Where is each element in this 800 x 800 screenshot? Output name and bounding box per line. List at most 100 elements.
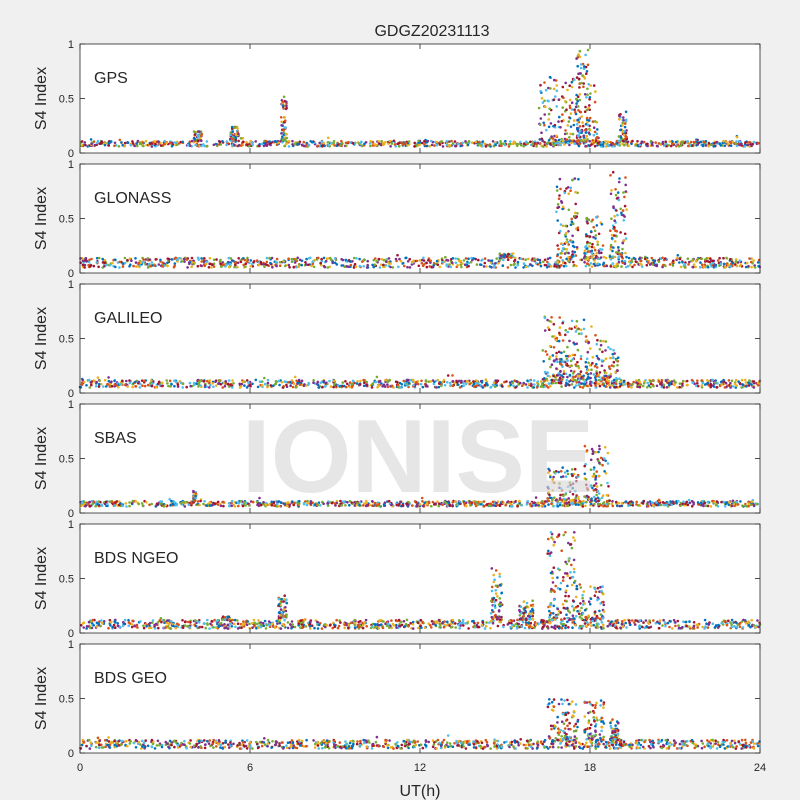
data-point	[638, 256, 642, 260]
data-point	[660, 378, 664, 382]
data-point	[621, 247, 624, 251]
data-point	[585, 108, 589, 112]
data-point	[249, 264, 253, 268]
data-point	[651, 501, 654, 504]
data-point	[559, 126, 562, 129]
data-point	[522, 142, 526, 145]
data-point	[589, 458, 593, 462]
data-point	[138, 386, 142, 389]
data-point	[564, 333, 567, 337]
data-point	[622, 119, 625, 122]
data-point	[287, 257, 290, 261]
data-point	[412, 378, 415, 382]
data-point	[245, 141, 248, 144]
data-point	[131, 142, 135, 145]
data-point	[182, 500, 186, 504]
data-point	[599, 456, 603, 460]
data-point	[586, 240, 589, 244]
data-point	[591, 361, 594, 365]
data-point	[186, 266, 189, 269]
data-point	[108, 263, 112, 267]
data-point	[438, 143, 442, 146]
data-point	[548, 107, 551, 110]
data-point	[453, 140, 457, 143]
data-point	[571, 486, 574, 490]
data-point	[591, 450, 595, 453]
data-point	[613, 214, 616, 218]
data-point	[590, 497, 593, 501]
data-point	[750, 265, 753, 269]
data-point	[556, 360, 559, 364]
data-point	[557, 339, 561, 343]
data-point	[585, 70, 589, 73]
data-point	[154, 142, 157, 146]
data-point	[451, 501, 455, 504]
data-point	[554, 381, 558, 385]
data-point	[460, 379, 463, 383]
data-point	[625, 255, 628, 259]
data-point	[557, 470, 560, 474]
data-point	[298, 499, 301, 503]
data-point	[624, 237, 628, 240]
data-point	[464, 382, 468, 386]
data-point	[723, 505, 727, 508]
data-point	[435, 140, 439, 144]
data-point	[575, 215, 579, 218]
data-point	[274, 382, 278, 386]
data-point	[543, 370, 547, 374]
data-point	[270, 503, 274, 507]
data-point	[409, 378, 412, 382]
data-point	[125, 379, 128, 383]
data-point	[559, 256, 562, 259]
data-point	[211, 382, 215, 385]
data-point	[540, 131, 543, 134]
data-point	[655, 501, 658, 504]
data-point	[572, 222, 575, 226]
data-point	[589, 468, 593, 472]
data-point	[263, 376, 266, 380]
data-point	[600, 223, 604, 226]
data-point	[110, 385, 114, 388]
data-point	[552, 475, 555, 479]
data-point	[350, 382, 354, 386]
data-point	[552, 98, 556, 101]
data-point	[547, 491, 550, 494]
data-point	[616, 264, 619, 268]
data-point	[382, 503, 386, 507]
data-point	[230, 125, 234, 129]
data-point	[572, 123, 576, 127]
data-point	[532, 258, 536, 262]
data-point	[313, 258, 316, 262]
data-point	[451, 374, 454, 377]
data-point	[215, 258, 218, 261]
data-point	[205, 260, 209, 263]
data-point	[288, 503, 292, 507]
data-point	[594, 90, 597, 93]
data-point	[699, 501, 703, 505]
data-point	[244, 262, 248, 266]
data-point	[596, 243, 599, 246]
data-point	[259, 260, 263, 264]
panel-label: GLONASS	[94, 190, 171, 207]
data-point	[599, 339, 602, 343]
data-point	[594, 216, 598, 219]
data-point	[105, 500, 108, 504]
data-point	[560, 498, 564, 502]
data-point	[614, 193, 618, 197]
data-point	[251, 500, 255, 504]
data-point	[578, 98, 581, 102]
data-point	[579, 357, 583, 361]
data-point	[617, 139, 621, 143]
data-point	[630, 619, 634, 622]
data-point	[718, 256, 721, 260]
data-point	[583, 495, 586, 498]
data-point	[404, 141, 408, 145]
data-point	[628, 263, 632, 267]
data-point	[129, 263, 132, 267]
data-point	[329, 141, 333, 145]
data-point	[296, 142, 299, 146]
data-point	[554, 138, 557, 142]
data-point	[576, 212, 579, 215]
